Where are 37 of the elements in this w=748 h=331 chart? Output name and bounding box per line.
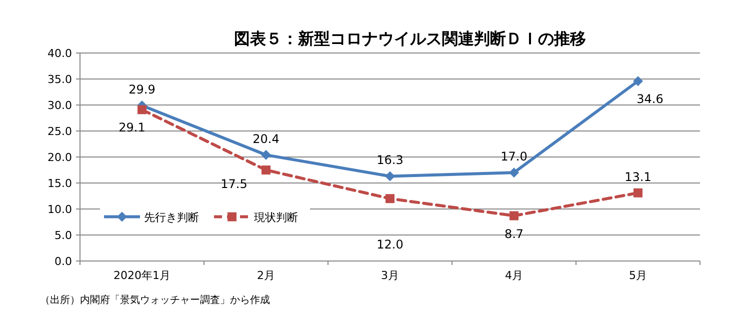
x-tick-label: 3月	[381, 269, 399, 282]
x-tick-label: 2020年1月	[114, 269, 170, 282]
data-label: 20.4	[252, 132, 280, 146]
point	[138, 105, 146, 114]
legend-label: 先行き判断	[144, 210, 199, 224]
y-tick-label: 15.0	[48, 177, 72, 190]
x-tick-label: 5月	[629, 269, 647, 282]
data-label: 8.7	[504, 226, 524, 241]
data-label: 29.9	[128, 82, 156, 97]
y-tick-label: 25.0	[48, 125, 72, 138]
point	[262, 166, 270, 174]
x-tick-label: 2月	[257, 269, 275, 282]
y-tick-label: 0.0	[54, 255, 72, 268]
y-tick-label: 5.0	[54, 229, 72, 242]
y-tick-label: 40.0	[48, 47, 72, 60]
y-tick-label: 10.0	[48, 203, 72, 216]
point	[261, 150, 271, 160]
chart-title: 図表５：新型コロナウイルス関連判断ＤＩの推移	[234, 29, 586, 48]
data-label: 17.0	[500, 150, 528, 164]
data-label: 29.1	[118, 120, 146, 135]
point	[633, 76, 643, 86]
point	[634, 188, 642, 198]
data-label: 34.6	[636, 92, 664, 106]
point	[509, 168, 519, 178]
y-tick-label: 20.0	[48, 151, 72, 164]
x-tick-label: 4月	[505, 269, 523, 282]
point	[386, 194, 394, 204]
point	[510, 211, 518, 220]
legend-label: 現状判断	[254, 210, 298, 224]
data-label: 17.5	[220, 177, 248, 191]
text: （出所）内閣府「景気ウォッチャー調査」から作成	[40, 294, 270, 306]
data-label: 16.3	[376, 153, 404, 168]
point	[385, 171, 395, 182]
y-tick-label: 30.0	[48, 99, 72, 112]
data-label: 12.0	[376, 238, 404, 252]
data-label: 13.1	[624, 170, 652, 184]
y-tick-label: 35.0	[48, 73, 72, 86]
